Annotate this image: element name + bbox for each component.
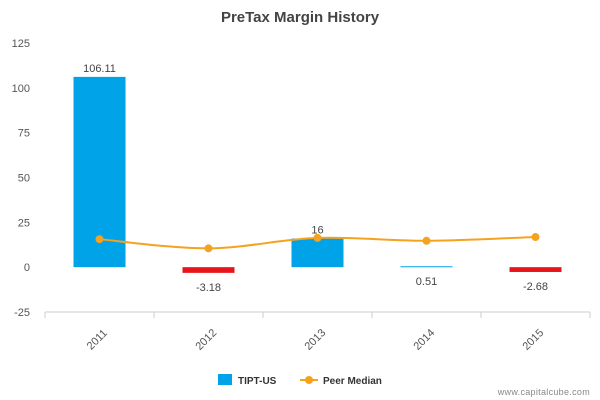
peer-median-point-2011 bbox=[95, 235, 104, 244]
bar-2015 bbox=[509, 267, 562, 272]
legend-label-peer-median: Peer Median bbox=[323, 376, 382, 387]
legend-marker-peer-median bbox=[305, 376, 313, 384]
peer-median-point-2013 bbox=[313, 233, 322, 242]
data-label: -2.68 bbox=[523, 281, 548, 293]
watermark: www.capitalcube.com bbox=[497, 387, 590, 397]
y-tick-label: -25 bbox=[14, 307, 30, 319]
peer-median-line bbox=[95, 233, 540, 253]
x-tick-label: 2014 bbox=[411, 327, 437, 353]
y-tick-label: 25 bbox=[18, 217, 30, 229]
x-tick-label: 2013 bbox=[302, 327, 328, 353]
legend-label-tipt-us: TIPT-US bbox=[238, 376, 277, 387]
data-label: 16 bbox=[311, 224, 323, 236]
legend: TIPT-US Peer Median bbox=[218, 374, 382, 387]
bar-2013 bbox=[291, 238, 344, 268]
bar-2014 bbox=[400, 266, 453, 268]
y-tick-label: 125 bbox=[12, 38, 30, 50]
x-tick-label: 2012 bbox=[193, 327, 219, 353]
chart-title: PreTax Margin History bbox=[221, 9, 380, 26]
data-label: 106.11 bbox=[83, 63, 116, 75]
x-tick-label: 2015 bbox=[520, 327, 546, 353]
x-tick-label: 2011 bbox=[85, 327, 110, 352]
peer-median-point-2015 bbox=[531, 233, 540, 242]
data-label: -3.18 bbox=[196, 282, 221, 294]
bar-2012 bbox=[182, 267, 235, 273]
peer-median-point-2012 bbox=[204, 244, 213, 253]
y-tick-label: 50 bbox=[18, 173, 30, 185]
y-tick-label: 75 bbox=[18, 128, 30, 140]
peer-median-point-2014 bbox=[422, 236, 431, 245]
y-tick-label: 0 bbox=[24, 262, 30, 274]
legend-swatch-tipt-us bbox=[218, 374, 232, 385]
bars bbox=[73, 76, 562, 273]
data-label: 0.51 bbox=[416, 276, 437, 288]
y-tick-label: 100 bbox=[12, 83, 30, 95]
data-labels: 106.11 -3.18 16 0.51 -2.68 bbox=[83, 63, 548, 294]
